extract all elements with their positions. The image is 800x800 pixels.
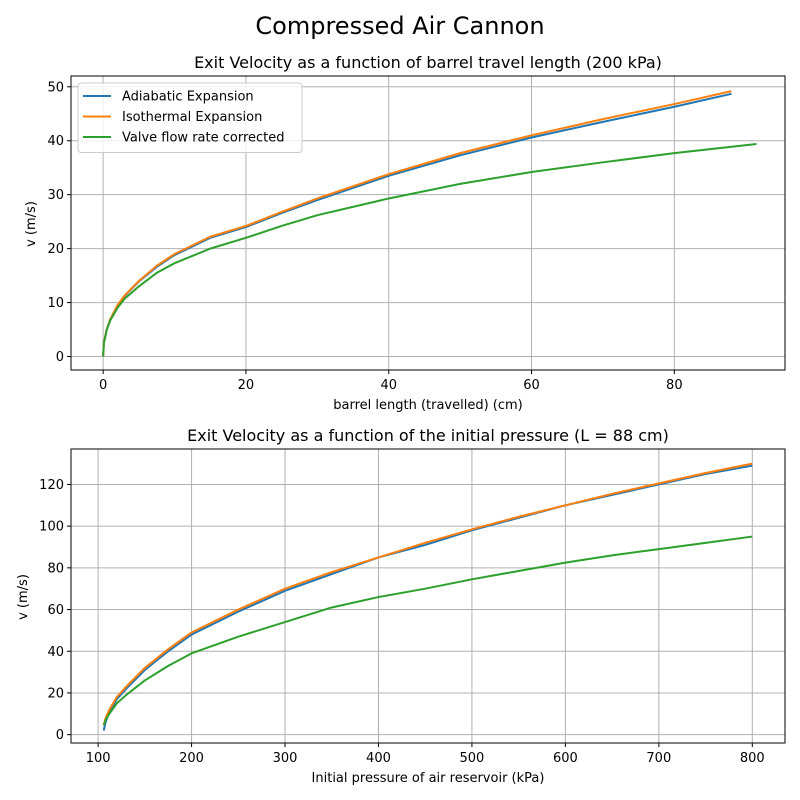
x-axis-label: Initial pressure of air reservoir (kPa): [312, 771, 545, 786]
x-tick-label: 80: [666, 378, 683, 393]
legend-label: Adiabatic Expansion: [122, 90, 254, 105]
x-axis-label: barrel length (travelled) (cm): [333, 398, 523, 413]
legend-frame: [77, 82, 303, 153]
y-axis-label: v (m/s): [24, 201, 39, 247]
chart-title: Exit Velocity as a function of the initi…: [187, 426, 669, 445]
plot-frame: [70, 448, 786, 744]
series-lines: [102, 462, 753, 731]
x-tick-label: 0: [99, 378, 107, 393]
y-tick-label: 100: [39, 520, 64, 535]
y-tick-label: 50: [47, 80, 64, 95]
y-tick-label: 40: [47, 134, 64, 149]
y-tick-label: 20: [47, 686, 64, 701]
y-tick-label: 80: [47, 561, 64, 576]
y-axis-label: v (m/s): [16, 574, 31, 620]
plot-frame: [70, 75, 786, 371]
series-line-valve-flow-rate-corrected: [102, 535, 753, 726]
x-tick-label: 400: [366, 751, 391, 766]
axes: 0 20 40 60 80 0 10 20 30 40 50: [47, 75, 786, 393]
y-tick-label: 120: [39, 478, 64, 493]
x-tick-label: 200: [179, 751, 204, 766]
y-tick-label: 30: [47, 188, 64, 203]
x-tick-label: 20: [238, 378, 255, 393]
x-tick-label: 300: [273, 751, 298, 766]
y-tick-label: 20: [47, 242, 64, 257]
y-tick-label: 0: [56, 350, 64, 365]
y-tick-label: 10: [47, 296, 64, 311]
legend: Adiabatic Expansion Isothermal Expansion V…: [77, 82, 303, 153]
grid-lines: [71, 449, 785, 743]
series-line-valve-flow-rate-corrected: [102, 142, 757, 357]
legend-label: Isothermal Expansion: [122, 110, 262, 125]
x-tick-label: 600: [553, 751, 578, 766]
x-tick-label: 700: [646, 751, 671, 766]
legend-label: Valve flow rate corrected: [122, 131, 285, 146]
chart-title: Exit Velocity as a function of barrel tr…: [194, 53, 662, 72]
figure-title: Compressed Air Cannon: [255, 12, 544, 40]
x-tick-label: 40: [380, 378, 397, 393]
chart-exit-velocity-vs-barrel-length: 0 20 40 60 80 0 10 20 30 40 50 Exit Velocity as a …: [24, 53, 786, 413]
axes: 100 200 300 400 500 600 700 800 0 20 40 60 80 100 120: [39, 448, 786, 766]
x-tick-label: 60: [523, 378, 540, 393]
chart-exit-velocity-vs-initial-pressure: 100 200 300 400 500 600 700 800020406080100120 …: [16, 426, 786, 786]
y-tick-label: 0: [56, 728, 64, 743]
series-line-isothermal-expansion: [102, 462, 753, 726]
series-lines: [102, 90, 757, 357]
y-tick-label: 40: [47, 645, 64, 660]
x-tick-label: 800: [740, 751, 765, 766]
y-tick-label: 60: [47, 603, 64, 618]
x-tick-label: 500: [460, 751, 485, 766]
x-tick-label: 100: [86, 751, 111, 766]
